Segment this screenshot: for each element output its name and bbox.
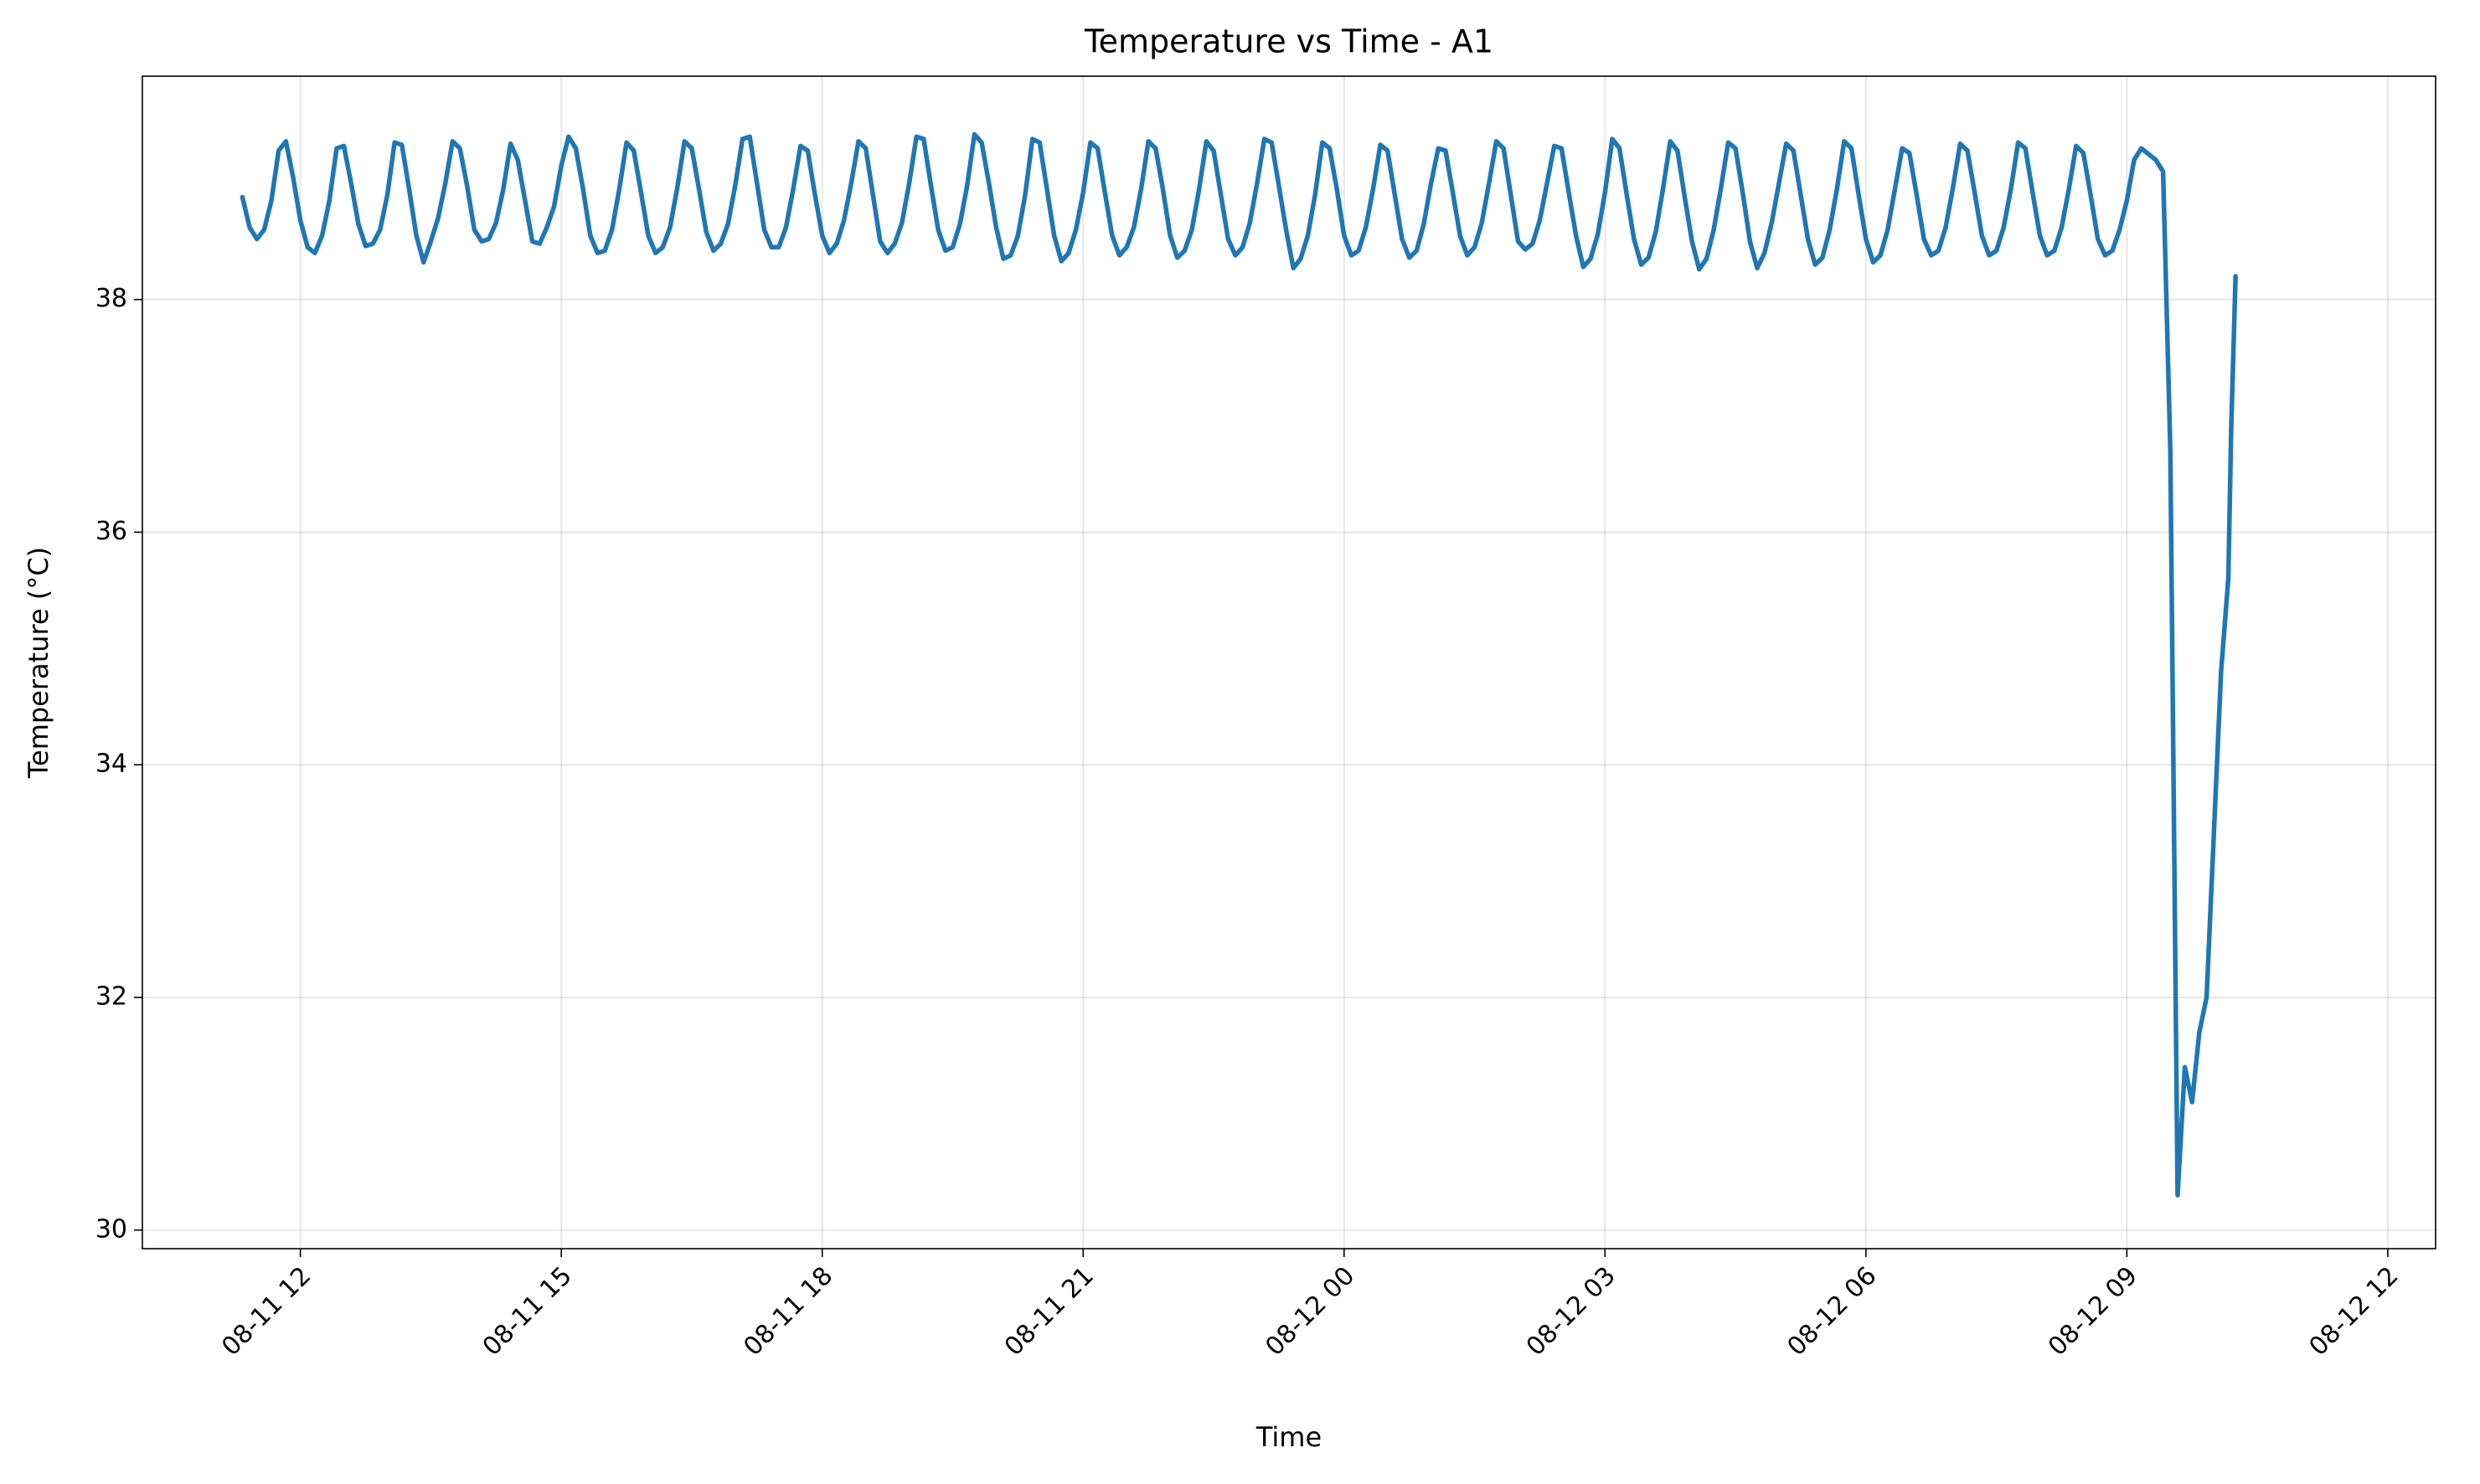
chart-title: Temperature vs Time - A1	[1084, 23, 1493, 60]
x-axis-label: Time	[1255, 1421, 1322, 1453]
x-tick-label: 08-11 18	[738, 1261, 838, 1362]
x-tick-label: 08-11 21	[999, 1261, 1100, 1362]
y-tick-label: 32	[95, 982, 127, 1012]
temperature-line	[240, 131, 2238, 1198]
x-tick-label: 08-12 06	[1781, 1261, 1882, 1362]
plot-frame	[142, 75, 2436, 1250]
x-tick-label: 08-12 09	[2043, 1261, 2143, 1362]
x-tick-label: 08-12 12	[2303, 1261, 2404, 1362]
x-tick-label: 08-12 00	[1260, 1261, 1360, 1362]
y-tick-label: 38	[95, 284, 127, 313]
y-tick-label: 36	[95, 517, 127, 546]
y-tick-label: 34	[95, 750, 127, 779]
y-axis-label: Temperature (°C)	[23, 547, 54, 779]
x-tick-label: 08-11 12	[216, 1261, 317, 1362]
y-tick-label: 30	[95, 1214, 127, 1244]
x-tick-label: 08-12 03	[1521, 1261, 1622, 1362]
x-tick-label: 08-11 15	[477, 1261, 578, 1362]
